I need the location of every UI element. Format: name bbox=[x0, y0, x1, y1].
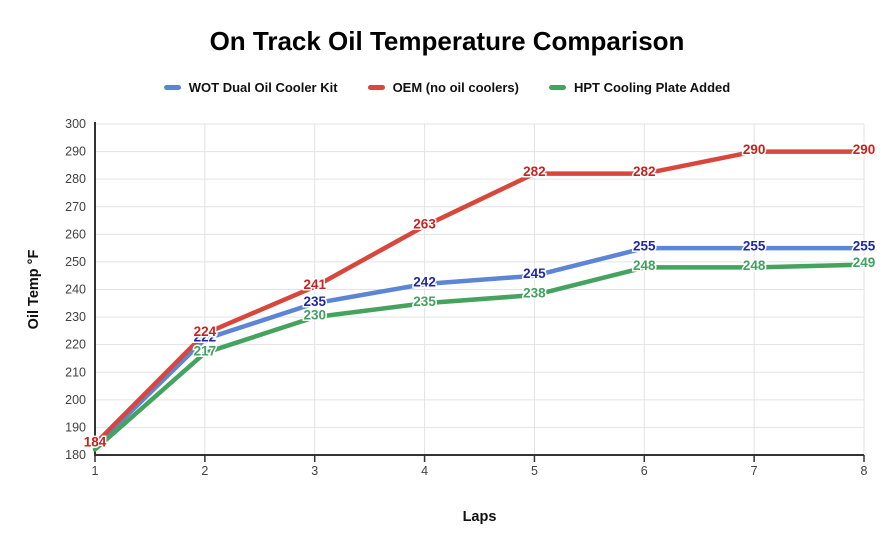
data-label: 241 bbox=[303, 277, 326, 292]
data-label: 290 bbox=[743, 142, 766, 157]
data-label: 235 bbox=[413, 294, 436, 309]
y-tick-label: 250 bbox=[65, 255, 86, 269]
chart-title: On Track Oil Temperature Comparison bbox=[209, 26, 685, 56]
legend-line-swatch-icon bbox=[548, 85, 566, 90]
series-line-wot-dual-oil-cooler-kit bbox=[92, 245, 867, 449]
y-tick-label: 220 bbox=[65, 338, 86, 352]
data-label: 248 bbox=[633, 258, 656, 273]
legend-line-swatch-icon bbox=[367, 85, 385, 90]
y-tick-label: 300 bbox=[65, 117, 86, 131]
data-label: 255 bbox=[743, 239, 766, 254]
data-label: 184 bbox=[84, 434, 107, 449]
legend-label: HPT Cooling Plate Added bbox=[573, 80, 731, 95]
data-label: 282 bbox=[523, 164, 546, 179]
y-axis-title: Oil Temp °F bbox=[26, 250, 42, 330]
series-line-hpt-cooling-plate-added bbox=[92, 262, 867, 452]
data-label: 217 bbox=[194, 343, 217, 358]
legend-item-oem-no-oil-coolers: OEM (no oil coolers) bbox=[367, 80, 519, 95]
x-axis-title: Laps bbox=[463, 509, 497, 525]
x-tick-label: 5 bbox=[531, 464, 538, 478]
y-tick-label: 180 bbox=[65, 448, 86, 462]
y-tick-label: 240 bbox=[65, 283, 86, 297]
chart-legend: WOT Dual Oil Cooler Kit OEM (no oil coole… bbox=[0, 80, 894, 95]
data-label: 282 bbox=[633, 164, 656, 179]
x-tick-label: 6 bbox=[641, 464, 648, 478]
data-label: 222 bbox=[194, 330, 217, 345]
legend-item-hpt-cooling-plate-added: HPT Cooling Plate Added bbox=[548, 80, 731, 95]
data-label: 242 bbox=[413, 274, 436, 289]
data-label: 263 bbox=[413, 217, 436, 232]
x-tick-label: 2 bbox=[201, 464, 208, 478]
legend-item-wot-dual-oil-cooler-kit: WOT Dual Oil Cooler Kit bbox=[163, 80, 338, 95]
data-label: 224 bbox=[194, 324, 217, 339]
data-label: 248 bbox=[743, 258, 766, 273]
x-tick-label: 7 bbox=[751, 464, 758, 478]
y-tick-label: 200 bbox=[65, 393, 86, 407]
y-tick-label: 260 bbox=[65, 227, 86, 241]
data-label: 230 bbox=[303, 308, 326, 323]
data-label: 249 bbox=[853, 255, 876, 270]
y-tick-label: 210 bbox=[65, 365, 86, 379]
series-line-oem-no-oil-coolers bbox=[92, 149, 867, 447]
data-label: 235 bbox=[303, 294, 326, 309]
data-label: 255 bbox=[633, 239, 656, 254]
data-label: 238 bbox=[523, 286, 546, 301]
legend-label: WOT Dual Oil Cooler Kit bbox=[188, 80, 338, 95]
y-tick-label: 290 bbox=[65, 145, 86, 159]
y-tick-label: 190 bbox=[65, 420, 86, 434]
x-tick-label: 3 bbox=[311, 464, 318, 478]
y-tick-label: 280 bbox=[65, 172, 86, 186]
y-tick-label: 270 bbox=[65, 200, 86, 214]
x-tick-label: 8 bbox=[861, 464, 868, 478]
legend-label: OEM (no oil coolers) bbox=[392, 80, 519, 95]
data-label: 255 bbox=[853, 239, 876, 254]
legend-line-swatch-icon bbox=[163, 85, 181, 90]
y-tick-label: 230 bbox=[65, 310, 86, 324]
x-tick-label: 1 bbox=[92, 464, 99, 478]
x-tick-label: 4 bbox=[421, 464, 428, 478]
data-label: 290 bbox=[853, 142, 876, 157]
data-label: 245 bbox=[523, 266, 546, 281]
